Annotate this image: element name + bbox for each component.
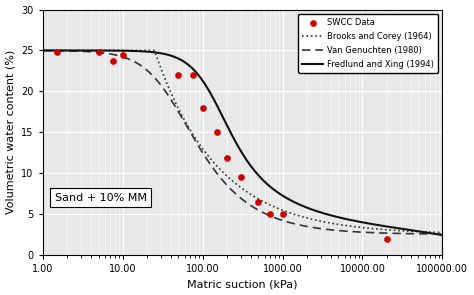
SWCC Data bbox=[255, 199, 262, 204]
Van Genuchten (1980) bbox=[216, 174, 221, 177]
Van Genuchten (1980) bbox=[352, 230, 357, 234]
SWCC Data bbox=[383, 236, 391, 241]
Fredlund and Xing (1994) bbox=[201, 81, 207, 85]
SWCC Data bbox=[279, 212, 286, 216]
Fredlund and Xing (1994) bbox=[359, 220, 365, 224]
Brooks and Corey (1964) bbox=[359, 226, 365, 229]
Fredlund and Xing (1994) bbox=[314, 209, 320, 213]
Fredlund and Xing (1994) bbox=[216, 107, 221, 111]
Fredlund and Xing (1994) bbox=[439, 233, 445, 237]
Brooks and Corey (1964) bbox=[201, 149, 207, 153]
SWCC Data bbox=[223, 156, 230, 161]
Line: Brooks and Corey (1964): Brooks and Corey (1964) bbox=[43, 50, 442, 232]
SWCC Data bbox=[109, 59, 117, 63]
X-axis label: Matric suction (kPa): Matric suction (kPa) bbox=[187, 279, 298, 289]
Brooks and Corey (1964) bbox=[352, 225, 357, 228]
Fredlund and Xing (1994) bbox=[352, 219, 357, 222]
SWCC Data bbox=[53, 50, 61, 55]
Line: Van Genuchten (1980): Van Genuchten (1980) bbox=[43, 50, 442, 234]
Brooks and Corey (1964) bbox=[314, 219, 320, 222]
Brooks and Corey (1964) bbox=[81, 49, 86, 52]
SWCC Data bbox=[175, 73, 182, 77]
Legend: SWCC Data, Brooks and Corey (1964), Van Genuchten (1980), Fredlund and Xing (199: SWCC Data, Brooks and Corey (1964), Van … bbox=[298, 14, 438, 73]
Brooks and Corey (1964) bbox=[439, 231, 445, 234]
SWCC Data bbox=[189, 73, 196, 77]
SWCC Data bbox=[266, 212, 274, 216]
SWCC Data bbox=[95, 50, 102, 55]
Van Genuchten (1980) bbox=[359, 230, 365, 234]
Text: Sand + 10% MM: Sand + 10% MM bbox=[55, 193, 146, 203]
Van Genuchten (1980) bbox=[40, 49, 46, 52]
SWCC Data bbox=[237, 175, 245, 180]
SWCC Data bbox=[213, 130, 220, 135]
Van Genuchten (1980) bbox=[439, 232, 445, 236]
Fredlund and Xing (1994) bbox=[40, 49, 46, 52]
Line: Fredlund and Xing (1994): Fredlund and Xing (1994) bbox=[43, 50, 442, 235]
Van Genuchten (1980) bbox=[314, 226, 320, 230]
Van Genuchten (1980) bbox=[201, 154, 207, 157]
Y-axis label: Volumetric water content (%): Volumetric water content (%) bbox=[6, 50, 16, 214]
Van Genuchten (1980) bbox=[81, 50, 86, 53]
SWCC Data bbox=[199, 105, 206, 110]
Brooks and Corey (1964) bbox=[216, 166, 221, 170]
Fredlund and Xing (1994) bbox=[81, 49, 86, 52]
SWCC Data bbox=[119, 52, 127, 57]
Brooks and Corey (1964) bbox=[40, 49, 46, 52]
